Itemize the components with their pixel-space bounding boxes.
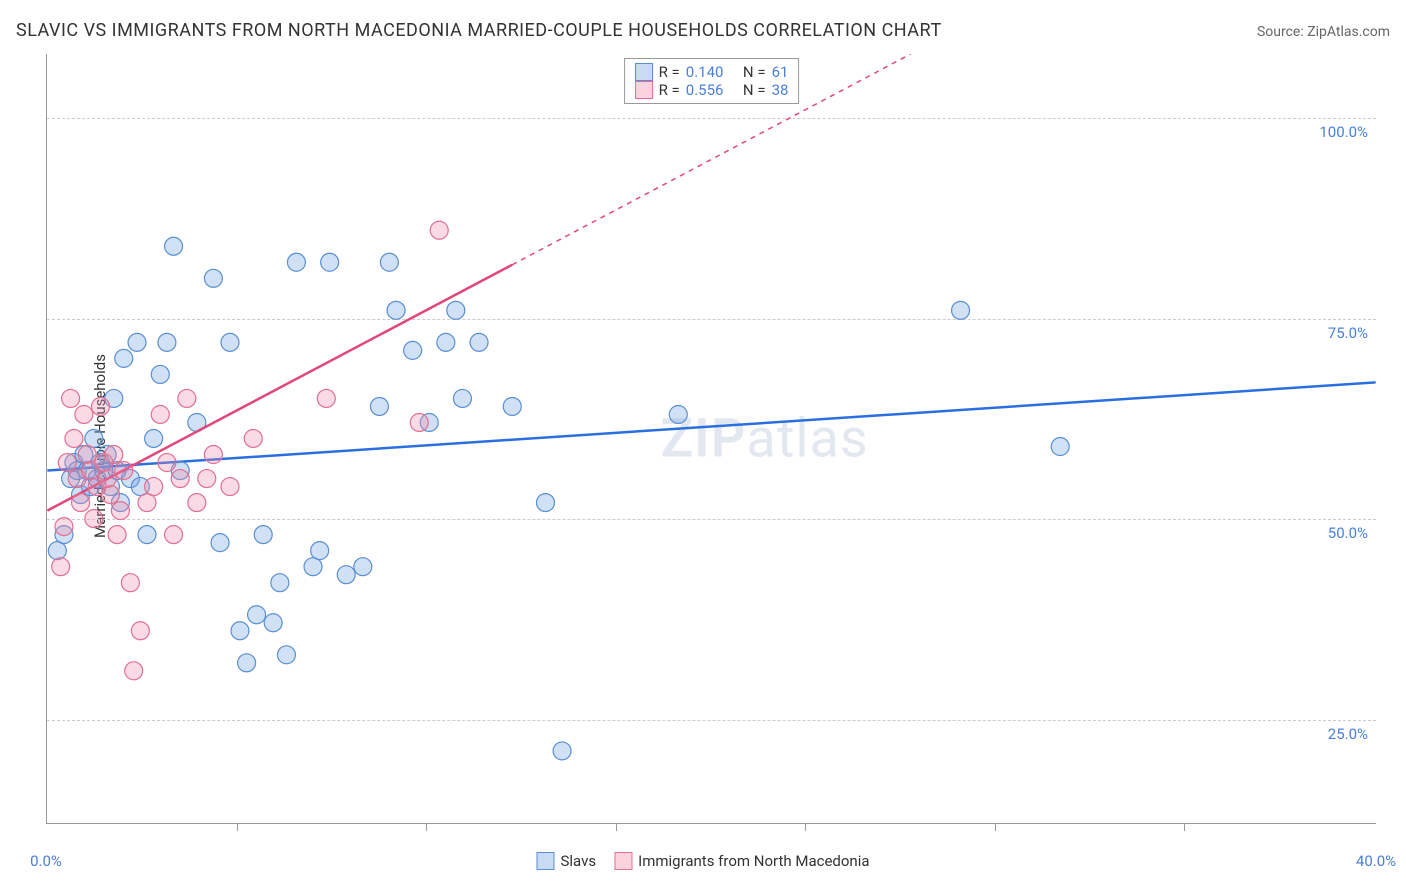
correlation-legend: R = 0.140 N = 61 R = 0.556 N = 38: [624, 58, 800, 104]
source-label: Source: ZipAtlas.com: [1257, 24, 1390, 40]
series-legend: Slavs Immigrants from North Macedonia: [536, 852, 869, 870]
x-tick: [1184, 823, 1185, 831]
scatter-plot: [47, 54, 1376, 823]
x-tick: [237, 823, 238, 831]
legend-row-slavs: R = 0.140 N = 61: [635, 63, 789, 81]
r-value-immigrants: 0.556: [686, 81, 724, 99]
swatch-blue-icon: [635, 63, 653, 81]
legend-item-immigrants: Immigrants from North Macedonia: [614, 852, 869, 870]
n-label: N =: [743, 63, 766, 81]
legend-label-slavs: Slavs: [560, 852, 596, 870]
r-label: R =: [659, 63, 680, 81]
x-tick: [426, 823, 427, 831]
chart-title: SLAVIC VS IMMIGRANTS FROM NORTH MACEDONI…: [16, 20, 942, 41]
n-value-slavs: 61: [772, 63, 789, 81]
chart-header: SLAVIC VS IMMIGRANTS FROM NORTH MACEDONI…: [16, 20, 1390, 41]
legend-label-immigrants: Immigrants from North Macedonia: [638, 852, 869, 870]
r-label: R =: [659, 81, 680, 99]
swatch-blue-icon: [536, 852, 554, 870]
r-value-slavs: 0.140: [686, 63, 724, 81]
chart-area: ZIPatlas R = 0.140 N = 61 R = 0.556 N = …: [46, 54, 1376, 824]
n-label: N =: [743, 81, 766, 99]
n-value-immigrants: 38: [772, 81, 789, 99]
x-tick-label: 40.0%: [1356, 852, 1396, 870]
x-tick-label: 0.0%: [30, 852, 62, 870]
legend-item-slavs: Slavs: [536, 852, 596, 870]
x-tick: [616, 823, 617, 831]
x-tick: [805, 823, 806, 831]
legend-row-immigrants: R = 0.556 N = 38: [635, 81, 789, 99]
swatch-pink-icon: [614, 852, 632, 870]
x-tick: [995, 823, 996, 831]
swatch-pink-icon: [635, 81, 653, 99]
